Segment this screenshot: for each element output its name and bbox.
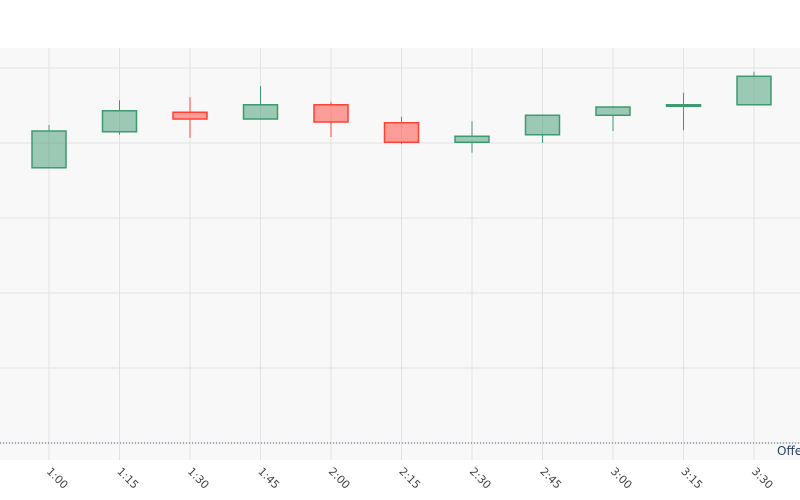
x-tick-label: 1:00	[44, 465, 71, 492]
x-tick-label: 2:30	[467, 465, 494, 492]
x-tick-label: 1:15	[114, 465, 141, 492]
x-tick-label: 2:15	[396, 465, 423, 492]
candle-body	[665, 104, 702, 108]
x-tick-label: 2:45	[537, 465, 564, 492]
offer-label: Offe	[777, 444, 800, 458]
candle-body	[454, 135, 490, 144]
candle-body	[313, 104, 349, 123]
x-tick-label: 3:15	[678, 465, 705, 492]
candle-body	[172, 111, 208, 120]
x-tick-label: 3:00	[608, 465, 635, 492]
candle-body	[242, 104, 279, 120]
candle-body	[31, 130, 67, 169]
x-tick-label: 1:30	[185, 465, 212, 492]
x-tick-label: 2:00	[326, 465, 353, 492]
x-tick-label: 3:30	[749, 465, 776, 492]
candle-body	[595, 106, 631, 117]
candle-body	[736, 75, 772, 106]
x-tick-label: 1:45	[255, 465, 282, 492]
candle-body	[524, 114, 561, 136]
candle-body	[383, 122, 420, 144]
candle-body	[101, 110, 138, 133]
